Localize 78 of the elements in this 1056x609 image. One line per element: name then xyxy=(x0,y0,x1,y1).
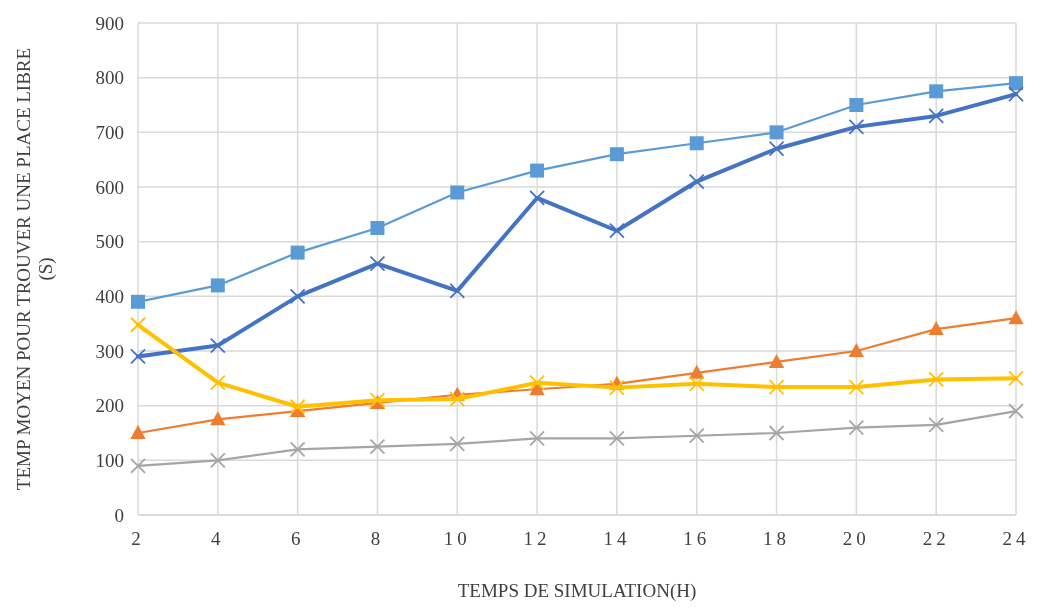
point xyxy=(450,185,465,200)
point xyxy=(210,278,225,293)
point xyxy=(849,98,864,112)
x-tick-label: 2 xyxy=(131,528,145,549)
point xyxy=(1008,403,1024,420)
point xyxy=(529,374,545,391)
point xyxy=(369,438,386,455)
point xyxy=(449,436,466,452)
x-tick-label: 20 xyxy=(842,528,870,549)
point xyxy=(130,457,146,474)
y-tick-label: 800 xyxy=(95,67,124,89)
point xyxy=(209,374,226,391)
y-tick-label: 600 xyxy=(95,176,124,198)
x-tick-label: 4 xyxy=(211,528,225,549)
y-tick-label: 900 xyxy=(95,12,124,34)
point xyxy=(928,108,945,124)
point xyxy=(131,294,145,309)
x-tick-label: 22 xyxy=(922,528,950,549)
x-tick-label: 8 xyxy=(370,528,385,549)
x-tick-label: 6 xyxy=(290,528,305,549)
y-tick-label: 500 xyxy=(95,231,124,253)
x-tick-label: 10 xyxy=(443,528,471,549)
point xyxy=(768,425,785,441)
y-axis-title: TEMP MOYEN POUR TROUVER UNE PLACE LIBRE (S) xyxy=(13,47,57,491)
point xyxy=(130,424,146,439)
point xyxy=(1008,370,1024,387)
point xyxy=(928,321,944,336)
y-tick-label: 300 xyxy=(95,340,124,362)
point xyxy=(688,427,705,444)
point xyxy=(130,316,146,333)
point xyxy=(290,245,305,260)
point xyxy=(688,375,705,392)
point xyxy=(1009,76,1023,91)
point xyxy=(848,419,865,436)
y-tick-label: 200 xyxy=(95,395,124,417)
point xyxy=(609,222,625,239)
y-tick-label: 700 xyxy=(95,121,124,143)
point xyxy=(289,398,306,415)
point xyxy=(848,379,865,395)
point xyxy=(609,147,624,162)
point xyxy=(768,353,785,368)
y-tick-label: 0 xyxy=(114,504,124,526)
point xyxy=(768,379,785,395)
point xyxy=(130,348,146,365)
x-tick-label: 24 xyxy=(1002,528,1030,549)
point xyxy=(848,118,865,135)
point xyxy=(529,430,545,447)
x-axis-title: TEMPS DE SIMULATION(H) xyxy=(457,580,697,602)
point xyxy=(689,364,705,379)
x-tick-label: 18 xyxy=(763,528,791,549)
point xyxy=(609,379,625,396)
point xyxy=(928,416,945,433)
point xyxy=(769,125,784,140)
point xyxy=(689,136,704,151)
point xyxy=(210,411,226,426)
point xyxy=(848,342,865,357)
point xyxy=(609,430,625,447)
x-tick-label: 14 xyxy=(603,528,631,549)
point xyxy=(530,163,545,178)
point xyxy=(449,282,466,299)
point xyxy=(209,452,226,469)
point xyxy=(688,173,705,190)
point xyxy=(369,255,386,272)
point xyxy=(928,371,945,388)
point xyxy=(370,221,385,235)
point xyxy=(768,140,785,157)
y-tick-label: 100 xyxy=(95,449,124,471)
point xyxy=(929,84,944,99)
point xyxy=(289,288,306,305)
point xyxy=(289,441,306,458)
point xyxy=(209,337,226,354)
point xyxy=(1008,86,1024,102)
point xyxy=(449,391,466,408)
y-tick-label: 400 xyxy=(95,285,124,307)
point xyxy=(1008,310,1024,325)
x-tick-label: 16 xyxy=(683,528,711,549)
point xyxy=(529,190,545,206)
x-tick-label: 12 xyxy=(523,528,551,549)
